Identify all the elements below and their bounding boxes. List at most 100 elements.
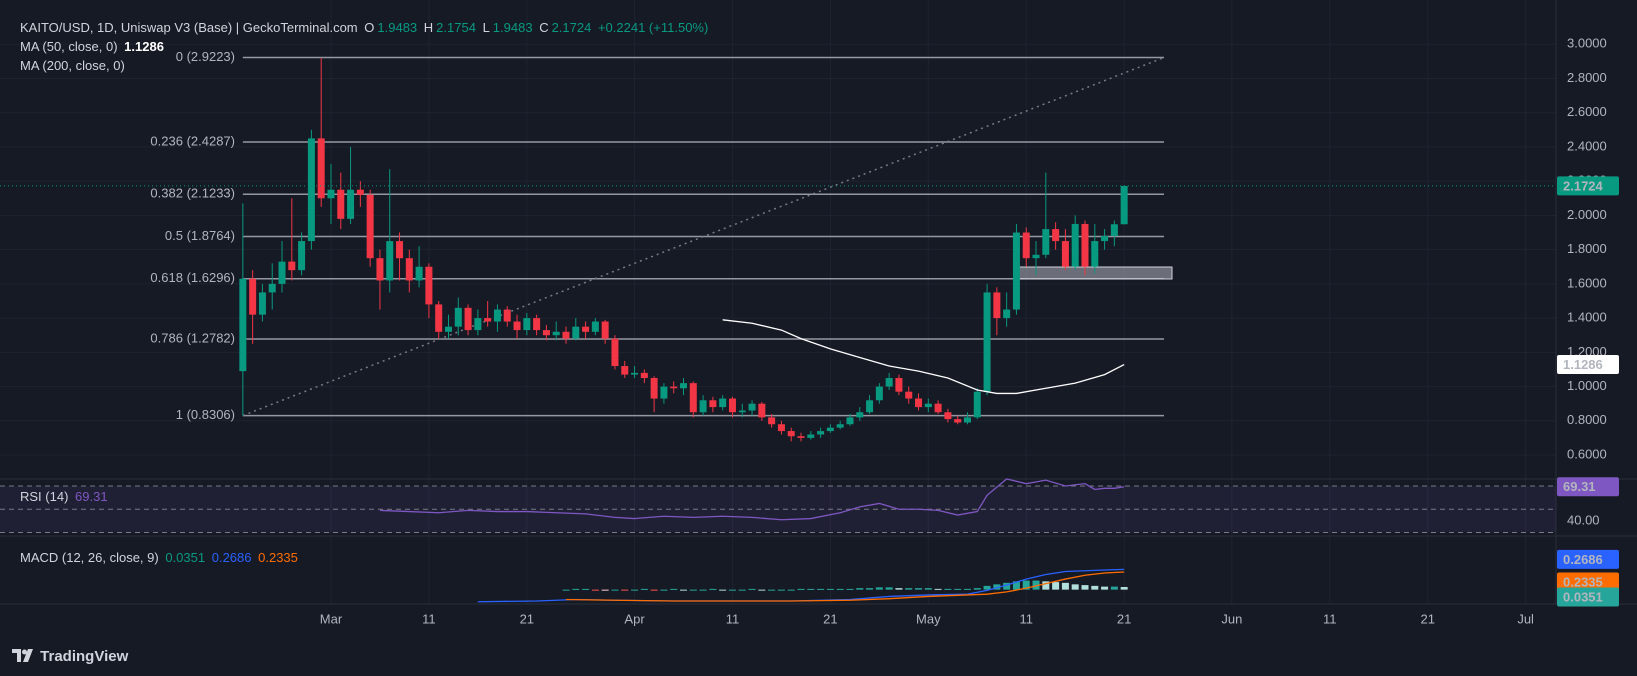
candle-body [1110,224,1118,236]
macd-label: 0.2686 [1563,552,1603,567]
candle-body [376,258,384,281]
c-value: 2.1724 [551,20,592,35]
footer: TradingView [12,648,131,665]
macd-hist [719,589,727,591]
c-label: C [539,20,549,35]
macd-hist [680,589,688,591]
ma50-label-box [1557,355,1619,375]
candle-body [748,403,756,411]
candle-body [552,331,560,336]
candle-body [973,391,981,418]
x-tick-label: 11 [1323,611,1337,626]
macd-hist [758,589,766,591]
candle-body [944,412,952,420]
macd-hist [1071,584,1079,590]
candle-body [298,241,306,271]
candle-body [611,338,619,367]
candle-body [963,417,971,423]
candle-body [1012,232,1020,310]
rsi-label-box [1557,477,1619,497]
x-tick-label: Jul [1517,611,1534,626]
x-tick-label: 11 [726,611,740,626]
macd-hist [875,587,883,590]
x-tick-label: Mar [320,611,343,626]
candle-body [875,386,883,401]
x-tick-label: 11 [1019,611,1033,626]
candle-body [650,378,658,399]
candle-body [435,304,443,332]
macd-hist [866,588,874,590]
macd-hist [1081,585,1089,590]
ma50-line [722,319,1125,395]
candle-body [689,383,697,413]
x-tick-label: May [916,611,941,626]
macd-hist [905,588,913,590]
candle-body [983,292,991,392]
macd-hist [1022,580,1030,590]
candle-body [660,386,668,399]
y-tick-label: 1.2000 [1567,344,1607,359]
macd-hist [1042,581,1050,590]
candle-body [523,318,531,331]
macd-hist [640,588,648,590]
candle-body [503,309,511,322]
candle-body [249,278,257,315]
logo [12,649,33,662]
candle-body [934,403,942,413]
brand: TradingView [40,648,129,665]
macd-hist [817,588,825,590]
macd-hist [728,589,736,591]
candle-body [464,307,472,331]
macd-hist [836,588,844,590]
candle-body [278,261,286,284]
candle-body [493,309,501,322]
y-tick-label: 2.4000 [1567,138,1607,153]
x-tick-label: 11 [422,611,436,626]
fib-label: 0.618 (1.6296) [150,270,235,285]
rsi-legend: RSI (14) 69.31 [20,489,111,504]
candle-body [640,372,648,379]
rsi-label: 69.31 [1563,479,1596,494]
x-tick-label: 21 [520,611,534,626]
candle-body [1022,232,1030,259]
macd-hist [631,589,639,591]
y-tick-label: 1.4000 [1567,310,1607,325]
ma50-value: 1.1286 [124,39,164,54]
candle-body [1061,241,1069,267]
x-tick-label: 21 [823,611,837,626]
fib-label: 0.382 (2.1233) [150,186,235,201]
candle-body [846,417,854,425]
macd-hist [562,589,570,591]
macd-hist [611,589,619,591]
rsi-value: 69.31 [75,489,108,504]
macd-hist [689,589,697,591]
candle-body [288,261,296,271]
last-price-label-box [1557,176,1619,196]
candle-body [405,258,413,281]
candle-body [1032,254,1040,259]
y-tick-label: 0.6000 [1567,446,1607,461]
candle-body [307,138,315,242]
candle-body [738,410,746,413]
fib-label: 0.5 (1.8764) [165,228,235,243]
ma50-name: MA (50, close, 0) [20,39,118,54]
macd-hist [787,589,795,591]
macd-hist [1101,586,1109,590]
o-label: O [364,20,375,35]
candle-body [797,436,805,438]
candle-body [836,424,844,428]
symbol: KAITO/USD, 1D, Uniswap V3 (Base) | Gecko… [20,20,358,35]
macd-hist [1120,586,1128,590]
candle-body [444,326,452,332]
macd-legend: MACD (12, 26, close, 9) 0.0351 0.2686 0.… [20,550,301,565]
macd-hist [983,585,991,590]
l-value: 1.9483 [492,20,533,35]
macd-hist [973,588,981,590]
candle-body [1003,309,1011,319]
macd-hist [963,588,971,590]
candle-body [993,292,1001,319]
macd-hist [924,588,932,590]
candle-body [366,194,374,259]
macd-hist [1091,585,1099,590]
